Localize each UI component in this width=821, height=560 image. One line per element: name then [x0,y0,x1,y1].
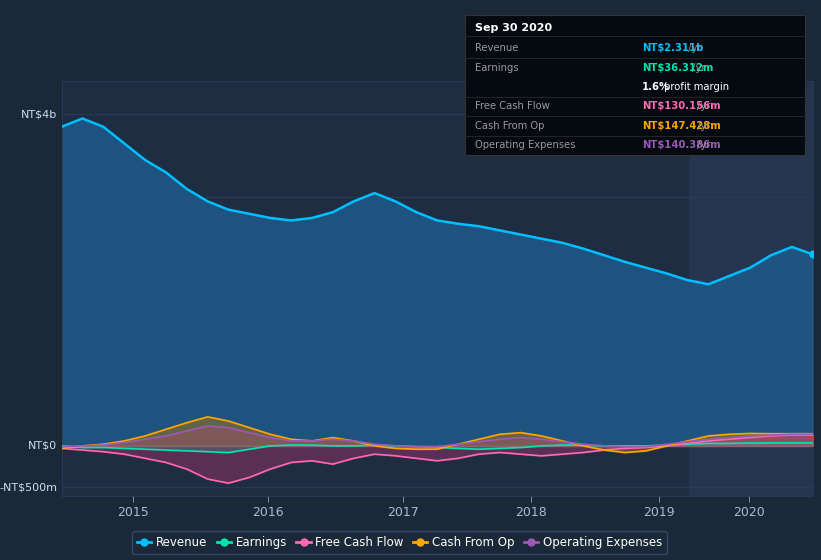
Text: /yr: /yr [690,63,706,73]
Text: NT$140.386m: NT$140.386m [642,141,720,150]
Text: /yr: /yr [695,141,711,150]
Text: 1.6%: 1.6% [642,82,670,92]
Text: /yr: /yr [695,101,711,111]
Text: NT$2.311b: NT$2.311b [642,43,703,53]
Legend: Revenue, Earnings, Free Cash Flow, Cash From Op, Operating Expenses: Revenue, Earnings, Free Cash Flow, Cash … [132,531,667,554]
Text: NT$0: NT$0 [29,441,57,451]
Text: /yr: /yr [695,121,711,131]
Text: /yr: /yr [685,43,701,53]
Text: Operating Expenses: Operating Expenses [475,141,576,150]
Text: NT$4b: NT$4b [21,109,57,119]
Text: profit margin: profit margin [661,82,729,92]
Text: Sep 30 2020: Sep 30 2020 [475,23,552,32]
Text: Free Cash Flow: Free Cash Flow [475,101,549,111]
Text: NT$147.428m: NT$147.428m [642,121,721,131]
Text: NT$36.312m: NT$36.312m [642,63,713,73]
Text: Revenue: Revenue [475,43,518,53]
Text: NT$130.156m: NT$130.156m [642,101,720,111]
Bar [689,81,813,496]
Text: Earnings: Earnings [475,63,519,73]
Text: Cash From Op: Cash From Op [475,121,544,131]
Text: -NT$500m: -NT$500m [0,482,57,492]
